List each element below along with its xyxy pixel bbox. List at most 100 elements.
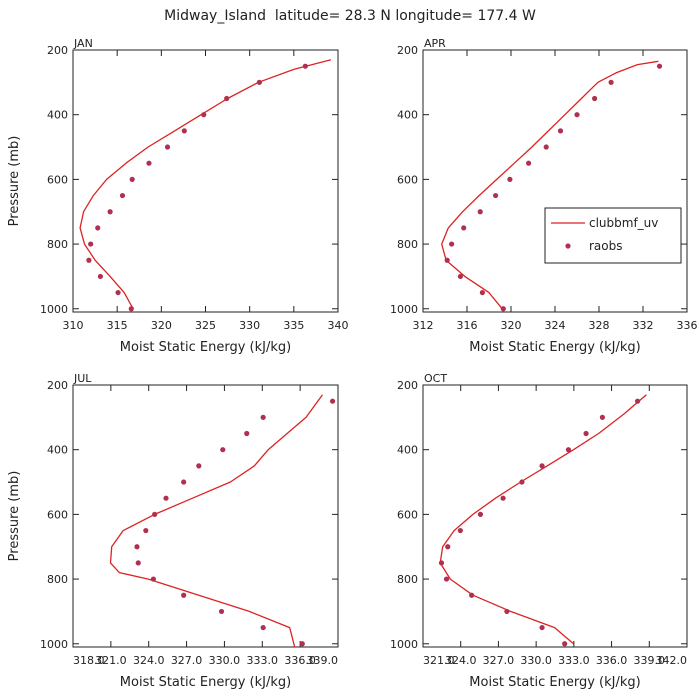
y-tick-label: 800 [47,238,68,251]
y-tick-label: 600 [397,508,418,521]
obs-point [539,624,545,631]
obs-point [302,63,308,69]
x-tick-label: 321.0 [95,654,127,667]
obs-point [562,641,568,647]
obs-point [444,257,450,263]
x-axis-label: Moist Static Energy (kJ/kg) [469,340,640,355]
obs-point [461,225,467,231]
obs-point [181,128,187,134]
x-axis-label: Moist Static Energy (kJ/kg) [120,340,291,355]
y-tick-label: 200 [397,379,418,392]
obs-point [152,511,158,517]
obs-point [519,479,525,485]
obs-point [163,495,169,501]
obs-point [493,192,499,199]
obs-point [477,209,483,215]
obs-point [500,306,506,312]
obs-point [150,576,156,582]
series-line-clubbmf_uv [441,60,659,310]
series-line-clubbmf_uv [439,394,647,645]
x-tick-label: 342.0 [656,654,688,667]
panel-label: JAN [73,37,93,50]
obs-point [438,560,445,566]
y-tick-label: 200 [47,44,68,57]
x-tick-label: 324.0 [133,654,165,667]
y-tick-label: 400 [47,109,68,122]
obs-point [97,273,103,280]
y-tick-label: 400 [397,109,418,122]
obs-point [457,273,463,280]
obs-point [196,463,202,469]
x-tick-label: 312 [413,319,434,332]
obs-point [539,463,545,469]
obs-point [135,560,141,566]
panel-apr: APR 312 316 320 324 328 332 336 200 400 600 800 1000… [390,37,698,355]
series-line-clubbmf_uv [79,59,332,310]
obs-point [469,592,475,598]
y-tick-label: 200 [47,379,68,392]
obs-point [181,479,187,485]
y-tick-label: 200 [397,44,418,57]
obs-point [329,398,336,404]
obs-point [443,576,450,582]
obs-point [143,527,149,534]
x-tick-label: 333.0 [558,654,590,667]
x-tick-label: 339.0 [307,654,339,667]
obs-point [146,160,152,166]
panel-label: JUL [73,372,92,385]
x-tick-label: 336.0 [284,654,316,667]
obs-point [220,447,226,453]
y-tick-label: 1000 [40,303,68,316]
obs-point [565,447,572,453]
obs-point [134,544,140,550]
x-tick-label: 324.0 [445,654,477,667]
obs-point [119,192,126,199]
y-tick-label: 1000 [390,303,418,316]
obs-point [592,95,598,102]
legend-box [544,207,682,264]
x-tick-label: 315 [107,319,128,332]
panel-jan: JAN 310 315 320 325 330 335 340 200 400 600 800 1000… [7,37,349,355]
legend-label-obs: raobs [589,239,623,253]
x-tick-label: 340 [328,319,349,332]
obs-point [504,608,510,615]
obs-point [218,608,225,615]
x-tick-label: 320 [501,319,522,332]
y-tick-label: 600 [47,173,68,186]
panels: JAN 310 315 320 325 330 335 340 200 400 600 800 1000… [7,37,698,690]
x-tick-label: 328 [589,319,610,332]
obs-point [634,398,641,404]
obs-point [115,289,121,296]
obs-point [557,128,564,134]
legend-marker-swatch [565,243,571,249]
obs-point [500,495,506,501]
obs-point [128,306,134,312]
panel-label: OCT [424,372,447,385]
y-tick-label: 800 [47,573,68,586]
y-tick-label: 600 [47,508,68,521]
x-tick-label: 318.0 [73,654,105,667]
y-tick-label: 400 [397,444,418,457]
obs-point [95,225,101,231]
obs-point [88,241,94,247]
y-axis-label: Pressure (mb) [7,136,22,227]
obs-point [164,144,171,150]
obs-point [543,144,549,150]
obs-point [583,430,589,437]
x-tick-label: 339.0 [634,654,666,667]
obs-point [445,544,451,550]
y-tick-label: 800 [397,238,418,251]
x-axis-label: Moist Static Energy (kJ/kg) [469,675,640,690]
obs-point [201,112,207,118]
obs-point [256,79,262,85]
obs-point [107,209,113,215]
obs-point [457,527,463,534]
x-tick-label: 327.0 [483,654,515,667]
x-tick-label: 321.0 [423,654,455,667]
obs-point [86,257,92,263]
legend-label-model: clubbmf_uv [589,216,658,230]
plot-frame [422,384,688,648]
obs-point [299,641,305,647]
